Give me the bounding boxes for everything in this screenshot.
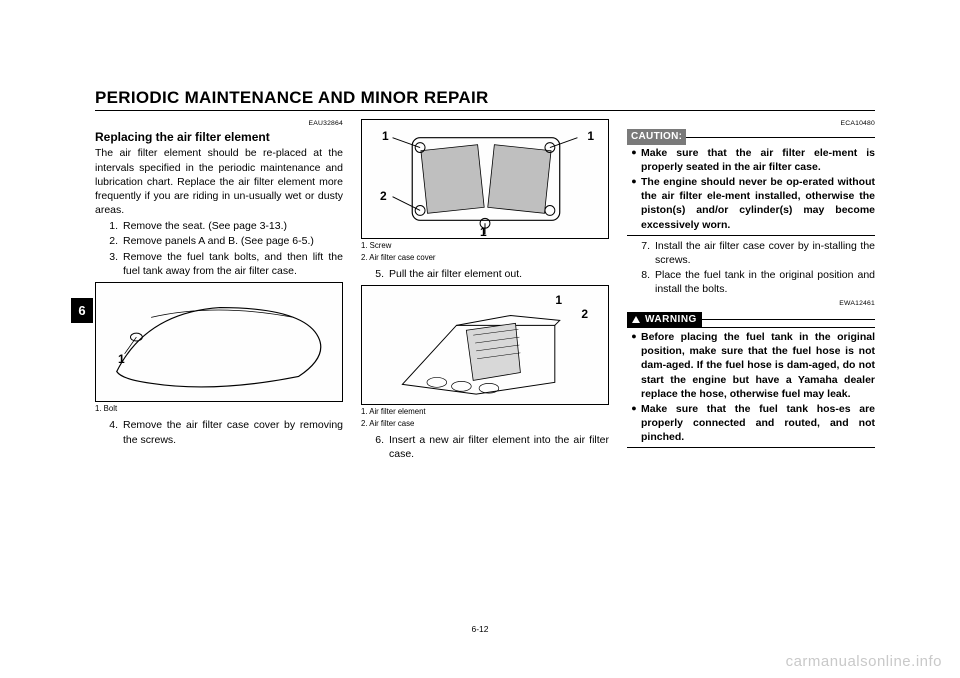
step-text: Remove the fuel tank bolts, and then lif…: [123, 250, 343, 278]
caution-label: CAUTION:: [627, 129, 686, 145]
step-text: Insert a new air filter element into the…: [389, 433, 609, 461]
step-7: 7. Install the air filter case cover by …: [627, 239, 875, 267]
step-1: 1. Remove the seat. (See page 3-13.): [95, 219, 343, 233]
figure-caption: 1. Air filter element: [361, 407, 609, 418]
step-text: Remove panels A and B. (See page 6-5.): [123, 234, 343, 248]
manual-page: PERIODIC MAINTENANCE AND MINOR REPAIR EA…: [0, 0, 960, 678]
divider: [686, 137, 875, 138]
figure-caption: 2. Air filter case: [361, 419, 609, 430]
figure-callout: 1: [118, 351, 125, 367]
divider: [702, 319, 875, 320]
figure-callout: 2: [380, 188, 387, 204]
column-2: 1 1 2 1 1. Screw 2. Air filter case cove…: [361, 119, 609, 463]
bullet-icon: ●: [627, 330, 641, 401]
caution-bullet: ● Make sure that the air filter ele-ment…: [627, 146, 875, 174]
page-title: PERIODIC MAINTENANCE AND MINOR REPAIR: [95, 88, 875, 111]
column-3: ECA10480 CAUTION: ● Make sure that the a…: [627, 119, 875, 463]
figure-air-filter-element: 1 2: [361, 285, 609, 405]
caution-header: CAUTION:: [627, 129, 875, 146]
doc-code: ECA10480: [627, 119, 875, 128]
figure-caption: 2. Air filter case cover: [361, 253, 609, 264]
figure-caption: 1. Bolt: [95, 404, 343, 415]
step-number: 8.: [627, 268, 655, 296]
step-text: Remove the air filter case cover by remo…: [123, 418, 343, 446]
figure-callout: 1: [480, 224, 487, 239]
bullet-icon: ●: [627, 402, 641, 445]
step-5: 5. Pull the air filter element out.: [361, 267, 609, 281]
warning-label-text: WARNING: [645, 313, 697, 327]
step-number: 3.: [95, 250, 123, 278]
step-8: 8. Place the fuel tank in the original p…: [627, 268, 875, 296]
step-text: Place the fuel tank in the original posi…: [655, 268, 875, 296]
figure-callout: 2: [581, 306, 588, 322]
bullet-text: Before placing the fuel tank in the orig…: [641, 330, 875, 401]
figure-air-filter-cover: 1 1 2 1: [361, 119, 609, 239]
step-text: Remove the seat. (See page 3-13.): [123, 219, 343, 233]
caution-bullet: ● The engine should never be op-erated w…: [627, 175, 875, 232]
figure-callout: 1: [382, 128, 389, 144]
step-text: Pull the air filter element out.: [389, 267, 609, 281]
warning-bullet: ● Before placing the fuel tank in the or…: [627, 330, 875, 401]
step-number: 5.: [361, 267, 389, 281]
divider: [627, 447, 875, 448]
bullet-text: The engine should never be op-erated wit…: [641, 175, 875, 232]
step-number: 7.: [627, 239, 655, 267]
step-3: 3. Remove the fuel tank bolts, and then …: [95, 250, 343, 278]
bullet-icon: ●: [627, 146, 641, 174]
watermark: carmanualsonline.info: [786, 653, 942, 670]
warning-triangle-icon: [632, 316, 640, 323]
page-number: 6-12: [471, 624, 488, 634]
figure-caption: 1. Screw: [361, 241, 609, 252]
bullet-text: Make sure that the fuel tank hos-es are …: [641, 402, 875, 445]
bullet-icon: ●: [627, 175, 641, 232]
step-number: 2.: [95, 234, 123, 248]
column-1: EAU32864 Replacing the air filter elemen…: [95, 119, 343, 463]
step-number: 1.: [95, 219, 123, 233]
warning-bullet: ● Make sure that the fuel tank hos-es ar…: [627, 402, 875, 445]
step-6: 6. Insert a new air filter element into …: [361, 433, 609, 461]
step-2: 2. Remove panels A and B. (See page 6-5.…: [95, 234, 343, 248]
figure-callout: 1: [555, 292, 562, 308]
bullet-text: Make sure that the air filter ele-ment i…: [641, 146, 875, 174]
figure-callout: 1: [587, 128, 594, 144]
warning-header: WARNING: [627, 312, 875, 329]
figure-fuel-tank: 1: [95, 282, 343, 402]
chapter-tab: 6: [71, 298, 93, 323]
doc-code: EWA12461: [627, 299, 875, 308]
step-4: 4. Remove the air filter case cover by r…: [95, 418, 343, 446]
step-number: 6.: [361, 433, 389, 461]
content-columns: EAU32864 Replacing the air filter elemen…: [95, 119, 875, 463]
intro-paragraph: The air filter element should be re-plac…: [95, 146, 343, 217]
section-heading: Replacing the air filter element: [95, 129, 343, 145]
step-number: 4.: [95, 418, 123, 446]
divider: [627, 235, 875, 236]
doc-code: EAU32864: [95, 119, 343, 128]
warning-label: WARNING: [627, 312, 702, 328]
step-text: Install the air filter case cover by in-…: [655, 239, 875, 267]
